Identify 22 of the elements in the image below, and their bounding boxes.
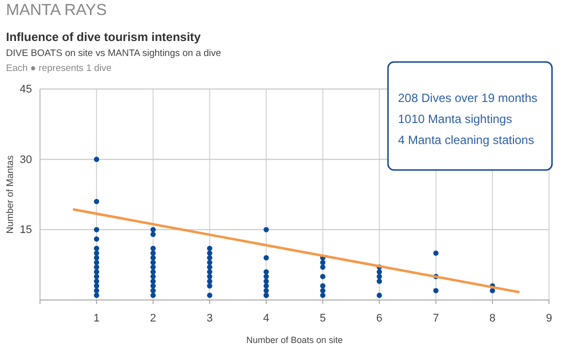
info-box: 208 Dives over 19 months 1010 Manta sightings 4 Manta cleaning stations	[387, 61, 553, 171]
annotation: 208 Dives over 19 months	[398, 91, 538, 105]
x-tick-label: 5	[320, 312, 326, 324]
y-tick-label: 45	[20, 84, 32, 96]
x-tick-label: 3	[206, 312, 213, 324]
annotation: 4 Manta cleaning stations	[398, 133, 534, 147]
annotation: 1010 Manta sightings	[398, 112, 512, 126]
chart-subtitle: Influence of dive tourism intensity	[6, 30, 202, 44]
x-tick-label: 8	[489, 312, 496, 324]
x-tick-label: 9	[546, 312, 552, 324]
y-tick-label: 30	[20, 154, 32, 166]
y-axis-title: Number of Mantas	[5, 155, 16, 234]
text: Each ● represents 1 dive	[6, 63, 112, 74]
x-tick-label: 4	[263, 312, 270, 324]
x-tick-label: 2	[150, 312, 156, 324]
text: DIVE BOATS on site vs MANTA sightings on a dive	[6, 48, 222, 59]
x-tick-label: 6	[376, 312, 382, 324]
x-tick-label: 1	[93, 312, 100, 324]
y-tick-label: 15	[20, 224, 32, 236]
x-axis-title: Number of Boats on site	[246, 335, 343, 345]
chart-title: MANTA RAYS	[6, 2, 107, 19]
x-tick-label: 7	[432, 312, 439, 324]
